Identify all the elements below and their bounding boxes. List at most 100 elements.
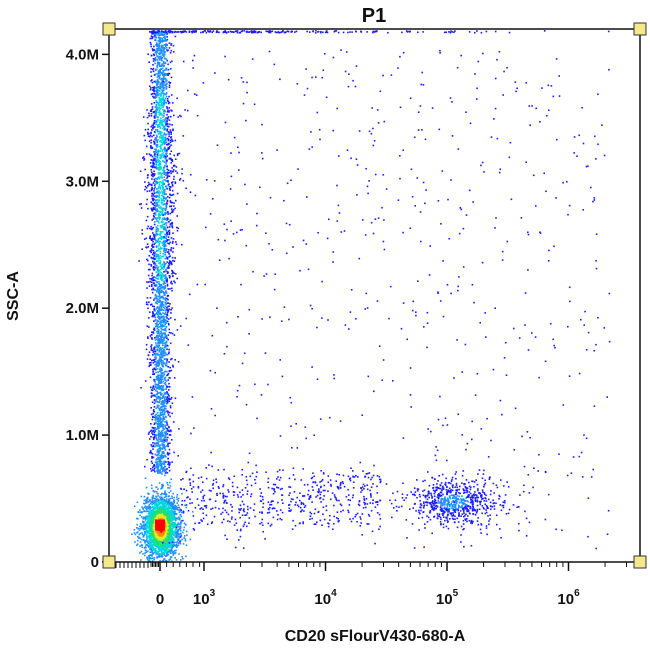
event-dot <box>164 311 167 313</box>
event-dot <box>151 129 153 131</box>
event-dot <box>146 258 148 261</box>
event-dot <box>167 68 170 71</box>
event-dot <box>176 215 178 217</box>
event-dot <box>176 154 179 157</box>
event-dot <box>156 146 158 148</box>
event-dot <box>164 343 167 346</box>
event-dot <box>165 330 167 332</box>
event-dot <box>149 510 151 513</box>
event-dot <box>166 240 168 243</box>
event-dot <box>166 503 168 506</box>
event-dot <box>169 317 172 319</box>
event-dot <box>162 223 165 225</box>
event-dot <box>180 534 182 536</box>
event-dot <box>154 422 156 425</box>
event-dot <box>166 38 169 41</box>
event-dot <box>162 71 165 73</box>
event-dot <box>163 407 166 410</box>
event-dot <box>155 383 158 386</box>
event-dot <box>173 451 175 454</box>
event-dot <box>141 506 143 509</box>
event-dot <box>172 129 174 132</box>
event-dot <box>158 34 161 37</box>
event-dot <box>163 266 166 269</box>
event-dot <box>151 209 153 211</box>
event-dot <box>150 557 153 560</box>
event-dot <box>163 261 165 263</box>
event-dot <box>182 529 185 531</box>
event-dot <box>160 380 162 382</box>
event-dot <box>171 269 173 272</box>
event-dot <box>162 401 164 403</box>
event-dot <box>164 137 166 140</box>
event-dot <box>154 514 157 516</box>
event-dot <box>162 503 164 506</box>
event-dot <box>168 539 170 542</box>
event-dot <box>164 110 166 113</box>
event-dot <box>162 328 164 331</box>
event-dot <box>161 119 163 122</box>
event-dot <box>164 240 167 242</box>
event-dot <box>163 121 165 123</box>
event-dot <box>162 36 165 39</box>
event-dot <box>163 411 166 413</box>
event-dot <box>158 360 160 363</box>
event-dot <box>159 157 162 159</box>
event-dot <box>167 520 170 523</box>
event-dot <box>173 202 175 204</box>
event-dot <box>149 438 151 440</box>
event-dot <box>159 121 161 124</box>
event-dot <box>166 540 168 542</box>
event-dot <box>166 106 168 108</box>
event-dot <box>160 430 163 432</box>
event-dot <box>159 240 161 243</box>
event-dot <box>164 328 167 330</box>
event-dot <box>170 536 173 538</box>
event-dot <box>182 543 185 545</box>
event-dot <box>162 160 165 162</box>
event-dot <box>162 548 164 550</box>
event-dot <box>149 134 152 137</box>
event-dot <box>148 532 150 534</box>
event-dot <box>150 334 153 336</box>
event-dot <box>169 366 171 369</box>
event-dot <box>155 134 158 137</box>
event-dot <box>168 264 171 266</box>
event-dot <box>163 532 165 534</box>
event-dot <box>152 199 155 202</box>
event-dot <box>184 523 187 526</box>
event-dot <box>144 554 146 557</box>
event-dot <box>172 208 175 211</box>
event-dot <box>161 317 163 319</box>
event-dot <box>166 98 169 100</box>
event-dot <box>165 187 168 189</box>
event-dot <box>166 547 168 550</box>
event-dot <box>177 529 180 531</box>
event-dot <box>152 232 154 234</box>
event-dot <box>161 308 163 311</box>
event-dot <box>153 465 156 467</box>
event-dot <box>171 528 173 530</box>
event-dot <box>139 511 142 514</box>
event-dot <box>157 331 160 333</box>
event-dot <box>156 342 159 344</box>
event-dot <box>158 392 160 394</box>
event-dot <box>159 248 161 251</box>
event-dot <box>161 224 163 227</box>
event-dot <box>163 441 165 444</box>
event-dot <box>156 325 158 327</box>
event-dot <box>150 506 153 509</box>
event-dot <box>146 153 148 155</box>
event-dot <box>153 88 155 90</box>
event-dot <box>140 527 143 529</box>
event-dot <box>162 69 164 72</box>
event-dot <box>182 135 185 137</box>
event-dot <box>154 96 157 98</box>
event-dot <box>152 240 154 243</box>
event-dot <box>147 500 150 503</box>
event-dot <box>171 517 173 520</box>
event-dot <box>152 490 154 492</box>
event-dot <box>169 505 172 508</box>
event-dot <box>159 496 161 498</box>
event-dot <box>150 75 153 77</box>
